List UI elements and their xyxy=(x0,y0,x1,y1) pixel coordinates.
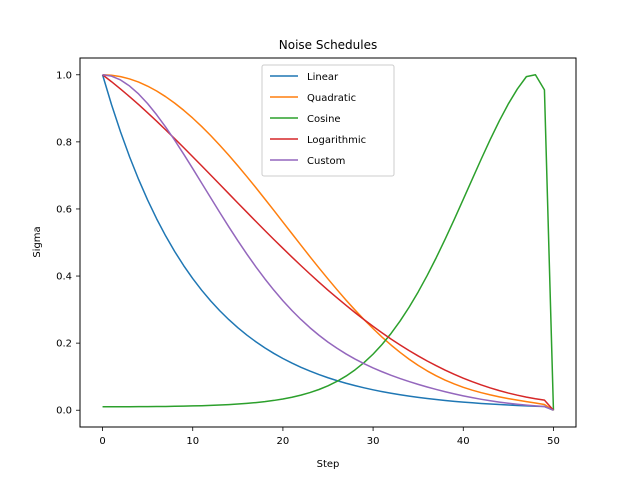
y-tick-label: 0.8 xyxy=(56,137,72,148)
y-tick-label: 0.0 xyxy=(56,406,72,417)
series-line-linear xyxy=(101,74,554,411)
x-tick-label: 50 xyxy=(547,436,560,447)
x-tick-label: 40 xyxy=(457,436,470,447)
x-tick-label: 10 xyxy=(186,436,199,447)
x-axis-ticks: 0 10 20 30 40 50 xyxy=(99,427,560,447)
legend-label-linear: Linear xyxy=(307,72,339,83)
x-tick-label: 30 xyxy=(367,436,380,447)
x-axis-label: Step xyxy=(317,459,340,470)
y-tick-label: 0.2 xyxy=(56,339,72,350)
x-tick-label: 0 xyxy=(99,436,105,447)
series-line-quadratic xyxy=(102,74,554,411)
y-tick-label: 0.4 xyxy=(56,272,72,283)
legend-label-cosine: Cosine xyxy=(307,114,341,125)
y-tick-label: 0.6 xyxy=(56,204,72,215)
legend-box xyxy=(261,64,395,177)
series-line-cosine xyxy=(102,74,555,411)
chart-title: Noise Schedules xyxy=(279,38,378,52)
y-axis-ticks: 0.0 0.2 0.4 0.6 0.8 1.0 xyxy=(56,70,80,417)
series-line-logarithmic xyxy=(102,74,555,411)
y-tick-label: 1.0 xyxy=(56,70,72,81)
legend-label-logarithmic: Logarithmic xyxy=(307,135,366,146)
x-tick-label: 20 xyxy=(277,436,290,447)
legend: Linear Quadratic Cosine Logarithmic Custom xyxy=(261,64,395,177)
legend-label-quadratic: Quadratic xyxy=(307,93,356,104)
y-axis-label: Sigma xyxy=(32,226,43,257)
series-line-custom xyxy=(102,74,554,411)
plot-lines xyxy=(101,74,555,411)
legend-label-custom: Custom xyxy=(307,156,345,167)
axes-frame xyxy=(79,57,577,428)
